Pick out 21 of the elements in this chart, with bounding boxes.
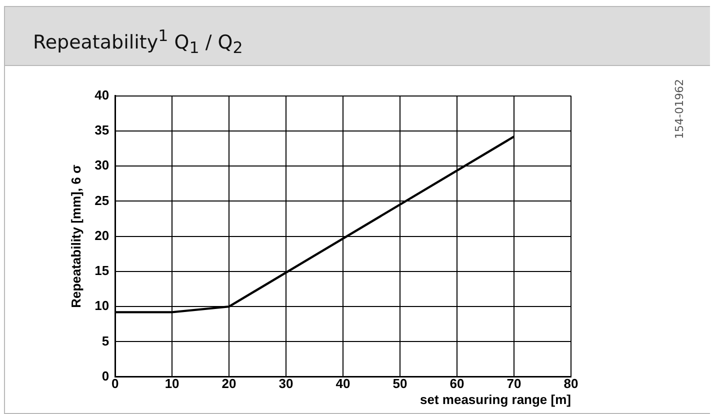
x-tick-label: 60	[450, 376, 464, 392]
x-axis-title: set measuring range [m]	[420, 392, 571, 407]
chart-title: Repeatability$^{1}$ Q$_{1}$ / Q$_{2}$	[5, 7, 710, 66]
y-tick-label: 10	[94, 298, 110, 314]
y-tick-label: 25	[94, 192, 110, 208]
x-tick-label: 50	[392, 376, 408, 392]
x-tick-label: 0	[111, 376, 119, 392]
x-tick-label: 70	[506, 376, 522, 392]
x-tick-label: 30	[278, 376, 294, 392]
y-tick-label: 15	[94, 263, 110, 278]
x-tick-label: 10	[164, 376, 180, 392]
y-tick-label: 40	[94, 87, 110, 102]
y-tick-label: 20	[94, 228, 110, 243]
x-tick-label: 20	[222, 376, 236, 392]
y-tick-label: 5	[102, 333, 110, 348]
text: 154-01962	[673, 79, 686, 139]
x-tick-label: 40	[336, 376, 350, 392]
y-tick-label: 35	[94, 122, 110, 138]
x-tick-label: 80	[564, 376, 578, 392]
y-axis-title: Repeatability [mm], 6 σ	[68, 164, 84, 308]
y-tick-label: 30	[94, 158, 110, 173]
